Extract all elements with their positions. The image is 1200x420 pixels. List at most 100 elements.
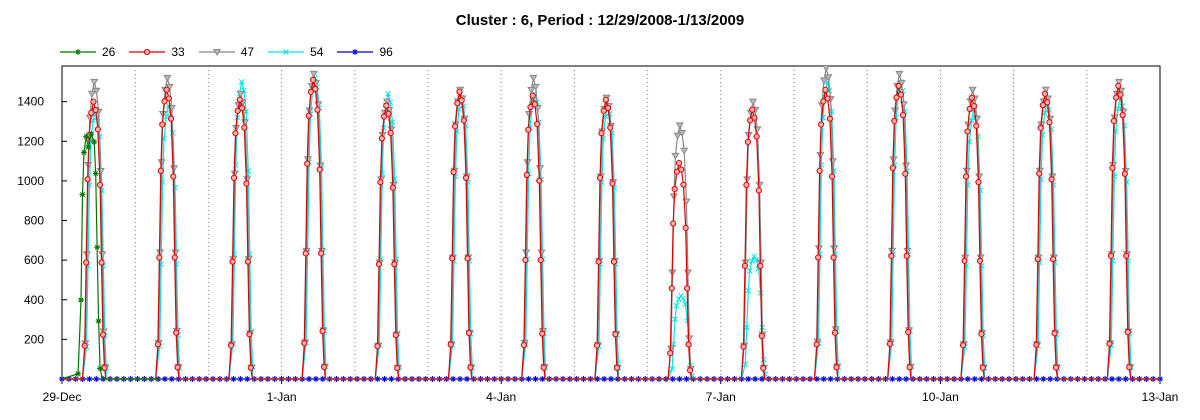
data-point [757,262,764,269]
data-point [964,376,971,382]
data-point [94,244,101,251]
series-33 [62,76,1160,380]
data-point [609,180,616,187]
data-point [465,329,473,337]
data-point [961,257,968,264]
data-point [668,285,675,292]
data-point [973,122,980,129]
data-point [236,96,243,103]
data-point [680,147,689,155]
data-point [613,364,620,371]
data-point [161,376,168,382]
data-point [895,82,902,89]
data-point [232,130,239,137]
data-point [902,170,909,177]
data-point [828,158,837,166]
data-point [381,376,388,382]
data-point [684,285,691,292]
data-point [683,376,690,382]
data-point [903,247,912,255]
data-point [96,181,104,188]
data-point [525,376,532,382]
data-point [756,259,766,267]
data-point [671,185,678,193]
data-point [669,366,675,372]
data-point [604,104,612,112]
data-point [314,106,321,113]
data-point [676,376,683,382]
data-point [968,86,977,94]
data-point [1121,170,1128,177]
data-point [527,86,536,94]
data-point [740,343,747,350]
data-point [820,98,827,105]
data-point [447,341,454,348]
data-point [959,342,967,349]
data-point [529,92,536,99]
legend: 26 33 47 54 96 [60,44,407,60]
data-point [962,173,970,180]
data-point [741,262,749,269]
data-point [454,100,461,107]
data-point [685,341,692,348]
data-point [675,296,682,302]
data-point [608,376,614,382]
data-point [99,331,107,338]
data-point [1107,252,1115,259]
data-point [595,258,602,265]
data-point [680,295,686,302]
legend-item-26: 26 [60,45,115,59]
data-point [383,102,390,109]
data-point [236,90,245,98]
data-point [306,376,313,382]
data-point [822,64,831,72]
data-point [527,103,534,111]
data-point [828,173,836,180]
data-point [165,95,172,102]
data-point [1117,91,1124,98]
data-point [450,169,457,176]
data-point [831,329,839,336]
data-point [964,128,971,135]
data-point [523,171,530,179]
data-point [610,258,618,265]
data-point [316,162,325,170]
data-point [1046,119,1053,126]
data-point [1033,341,1040,348]
legend-marker [75,49,81,55]
data-point [173,329,180,336]
data-point [456,88,463,95]
data-point [743,181,750,189]
legend-marker [212,49,221,56]
series-line [62,79,1160,380]
data-point [758,376,765,382]
chart-title: Cluster : 6, Period : 12/29/2008-1/13/20… [455,12,745,29]
data-point [84,176,91,183]
data-point [903,376,910,382]
data-point [746,117,754,124]
data-point [463,376,470,382]
data-point [83,259,90,266]
data-point [92,106,99,114]
data-point [98,251,107,259]
data-point [304,160,311,167]
data-point [817,121,825,128]
data-point [94,126,101,133]
data-point [464,255,471,262]
data-point [760,365,767,372]
data-point [975,173,984,181]
data-point [897,91,904,98]
data-point [312,85,319,92]
data-point [896,376,903,382]
legend-item-33: 33 [129,45,185,59]
data-point [751,114,758,121]
data-point [594,376,601,382]
data-point [831,326,840,334]
data-point [1115,106,1121,112]
data-point [309,76,317,83]
data-point [524,111,534,119]
data-point [976,257,984,264]
data-point [1036,170,1043,177]
data-point [230,174,238,181]
x-tick-label: 10-Jan [922,390,959,404]
